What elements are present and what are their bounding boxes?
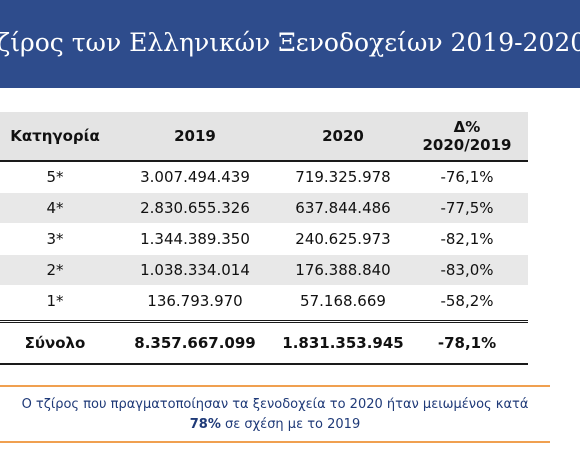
header-cell: Κατηγορία: [10, 127, 100, 145]
table-cell: 176.388.840: [295, 261, 391, 279]
note-text: σε σχέση με το 2019: [225, 417, 361, 432]
header-cell: Δ% 2020/2019: [406, 118, 528, 154]
header-row: Κατηγορία 2019 2020 Δ% 2020/2019: [0, 112, 528, 162]
table-cell: -82,1%: [440, 230, 494, 248]
table-cell: 4*: [46, 199, 64, 217]
total-cell: 1.831.353.945: [282, 334, 404, 352]
table-cell: 3*: [46, 230, 64, 248]
table-cell: -77,5%: [440, 199, 494, 217]
table-cell: 2*: [46, 261, 64, 279]
table-cell: 1.344.389.350: [140, 230, 250, 248]
table-cell: 57.168.669: [300, 292, 386, 310]
table-cell: -76,1%: [440, 168, 494, 186]
table-row: 5* 3.007.494.439 719.325.978 -76,1%: [0, 162, 528, 193]
note-line: Ο τζίρος που πραγματοποίησαν τα ξενοδοχε…: [21, 397, 529, 412]
table-cell: 1*: [46, 292, 64, 310]
table-cell: 3.007.494.439: [140, 168, 250, 186]
total-cell: -78,1%: [437, 334, 497, 352]
table-cell: 637.844.486: [295, 199, 391, 217]
table-cell: 2.830.655.326: [140, 199, 250, 217]
header-line: 2020/2019: [422, 136, 512, 154]
table-cell: 240.625.973: [295, 230, 391, 248]
table-row: 4* 2.830.655.326 637.844.486 -77,5%: [0, 193, 528, 224]
total-row: Σύνολο 8.357.667.099 1.831.353.945 -78,1%: [0, 320, 528, 365]
header-cell: 2019: [174, 127, 216, 145]
note-box: Ο τζίρος που πραγματοποίησαν τα ξενοδοχε…: [0, 385, 550, 443]
total-cell: 8.357.667.099: [134, 334, 256, 352]
table-cell: -58,2%: [440, 292, 494, 310]
table: Κατηγορία 2019 2020 Δ% 2020/2019 5* 3.007…: [0, 112, 528, 365]
table-cell: 5*: [46, 168, 64, 186]
table-cell: -83,0%: [440, 261, 494, 279]
table-cell: 136.793.970: [147, 292, 243, 310]
header-line: Δ%: [453, 118, 481, 136]
note-highlight: 78%: [189, 417, 221, 432]
header-band: Τζίρος των Ελληνικών Ξενοδοχείων 2019-20…: [0, 0, 580, 88]
note-line: 78% σε σχέση με το 2019: [0, 415, 550, 435]
table-row: 1* 136.793.970 57.168.669 -58,2%: [0, 286, 528, 317]
table-cell: 719.325.978: [295, 168, 391, 186]
total-cell: Σύνολο: [24, 334, 86, 352]
table-cell: 1.038.334.014: [140, 261, 250, 279]
header-cell: 2020: [322, 127, 364, 145]
title: Τζίρος των Ελληνικών Ξενοδοχείων 2019-20…: [0, 28, 580, 57]
table-row: 2* 1.038.334.014 176.388.840 -83,0%: [0, 255, 528, 286]
table-row: 3* 1.344.389.350 240.625.973 -82,1%: [0, 224, 528, 255]
